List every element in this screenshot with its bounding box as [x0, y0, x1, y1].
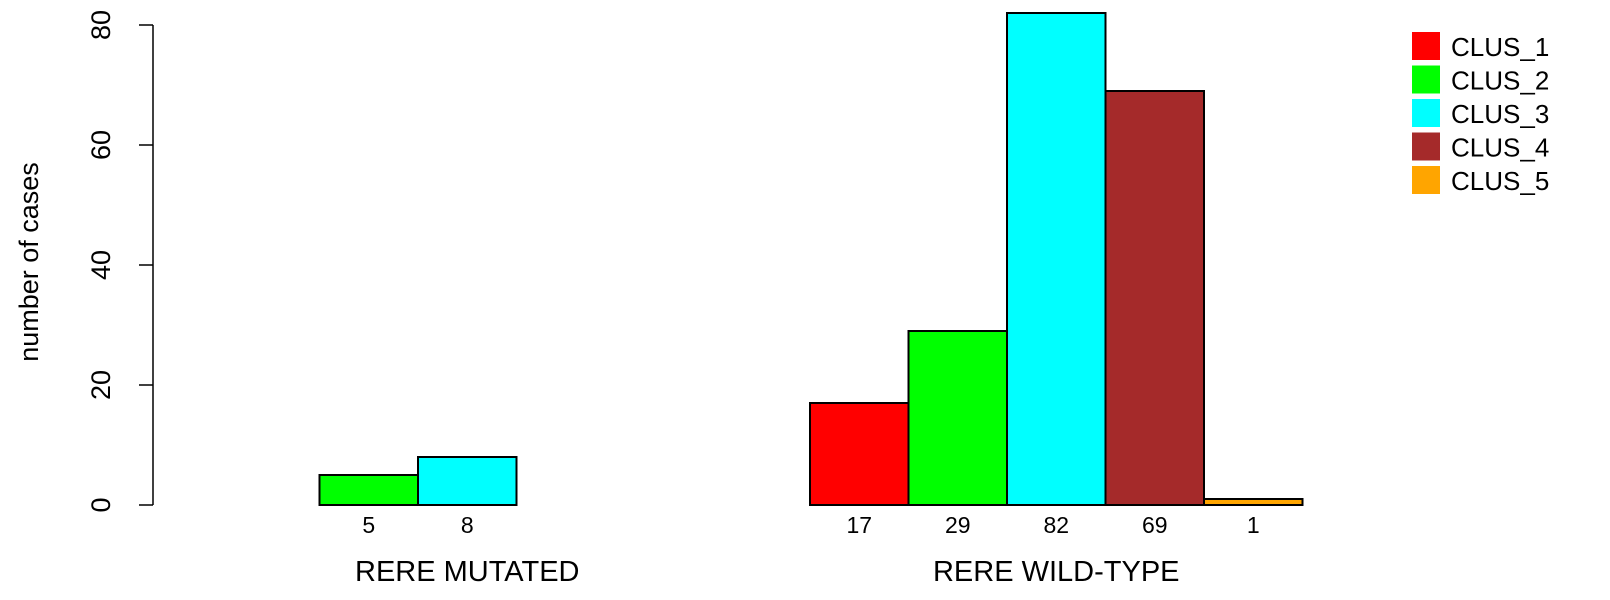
legend-swatch — [1412, 166, 1440, 194]
legend-swatch — [1412, 65, 1440, 94]
y-tick-label: 0 — [86, 497, 116, 512]
bar-clus-5 — [1203, 498, 1304, 506]
bar-value-label: 5 — [362, 512, 375, 538]
y-tick-label: 20 — [86, 370, 116, 400]
bar-clus-2 — [907, 330, 1008, 506]
bar-clus-3 — [417, 456, 518, 506]
bar-clus-3 — [1006, 12, 1107, 506]
y-tick-label: 60 — [86, 130, 116, 160]
y-tick-label: 80 — [86, 10, 116, 40]
bar-clus-1 — [809, 402, 910, 506]
legend-swatch — [1412, 99, 1440, 127]
bar-value-label: 17 — [846, 512, 872, 538]
bars — [318, 12, 1304, 506]
group-label: RERE WILD-TYPE — [933, 556, 1180, 588]
bar-clus-2 — [318, 474, 419, 506]
y-axis-label: number of cases — [14, 162, 44, 362]
legend-swatch — [1412, 32, 1440, 60]
group-label: RERE MUTATED — [355, 556, 579, 588]
legend-label: CLUS_3 — [1451, 99, 1549, 129]
group-labels: RERE MUTATED RERE WILD-TYPE — [355, 556, 1180, 588]
bar-value-label: 8 — [461, 512, 474, 538]
legend-label: CLUS_4 — [1451, 133, 1549, 163]
bar-value-label: 1 — [1247, 512, 1260, 538]
bar-value-label: 29 — [945, 512, 971, 538]
legend-label: CLUS_2 — [1451, 66, 1549, 96]
legend-label: CLUS_5 — [1451, 166, 1549, 196]
legend-swatch — [1412, 132, 1440, 161]
value-labels: 5 8 17 29 82 69 1 — [362, 512, 1259, 538]
bar-value-label: 82 — [1043, 512, 1069, 538]
bar-clus-4 — [1104, 90, 1205, 506]
y-axis: 0 20 40 60 80 — [86, 10, 154, 513]
y-tick-label: 40 — [86, 250, 116, 280]
legend-label: CLUS_1 — [1451, 32, 1549, 62]
bar-value-label: 69 — [1142, 512, 1168, 538]
